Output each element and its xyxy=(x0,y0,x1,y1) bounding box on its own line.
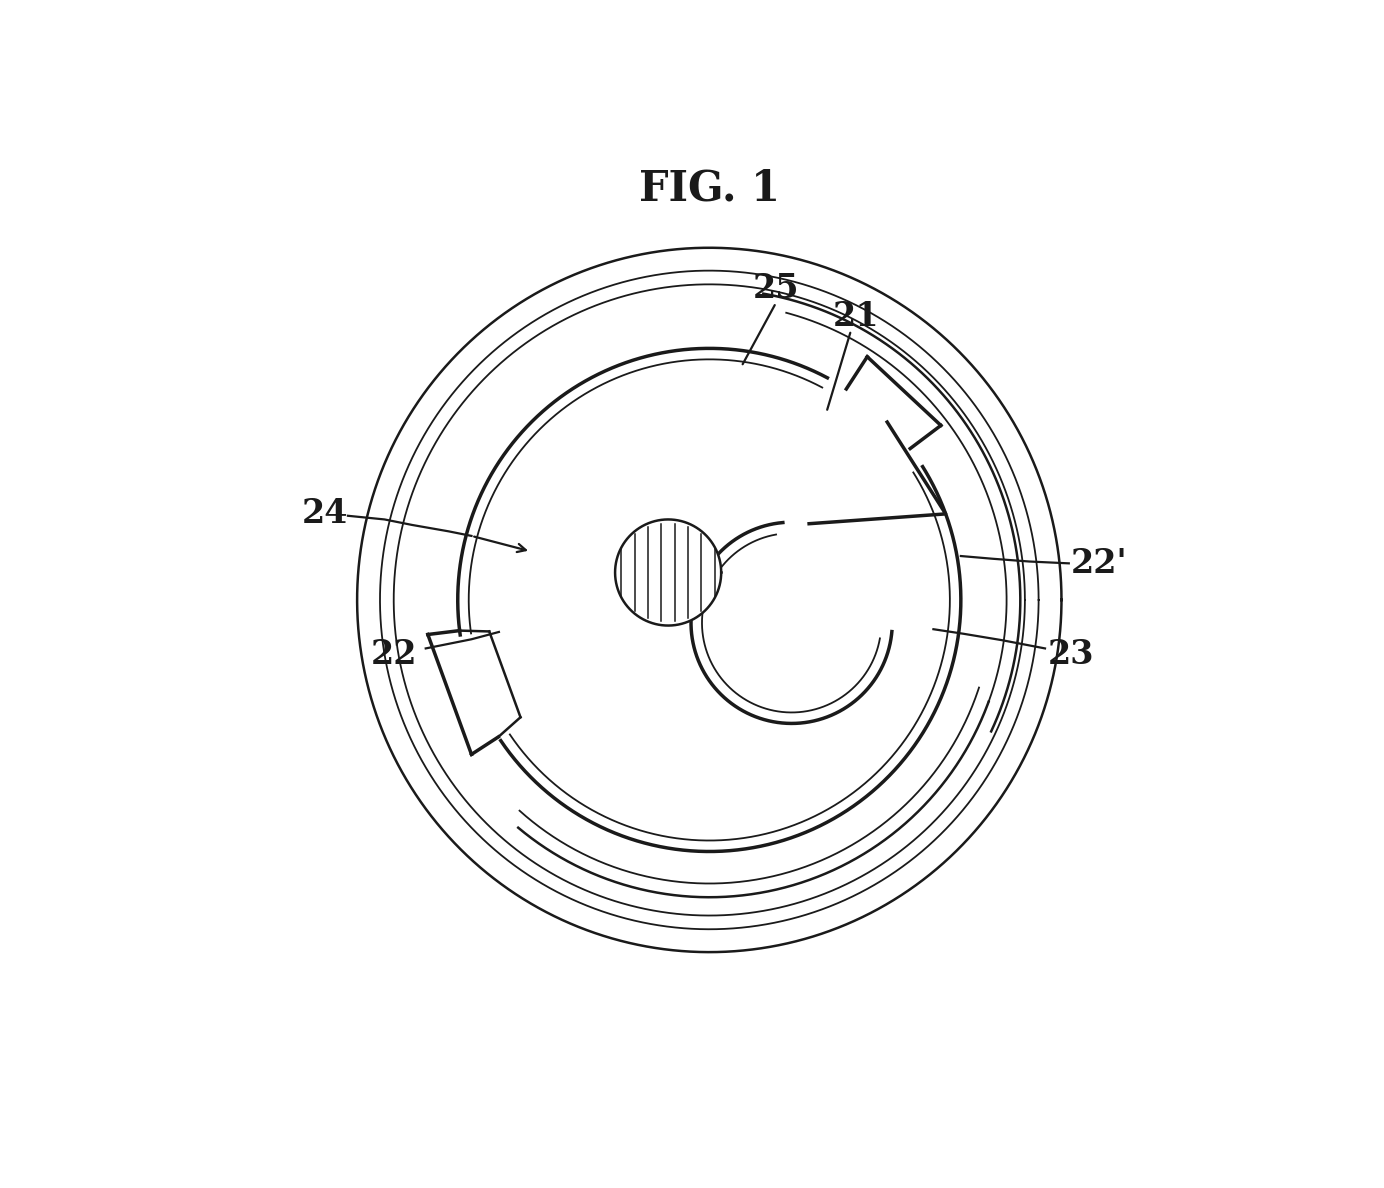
Text: 22: 22 xyxy=(371,638,417,671)
Text: 24: 24 xyxy=(302,497,349,530)
Text: 22': 22' xyxy=(1071,546,1127,580)
Polygon shape xyxy=(614,519,721,626)
Text: 23: 23 xyxy=(1048,638,1095,671)
Text: 21: 21 xyxy=(832,299,879,333)
Text: FIG. 1: FIG. 1 xyxy=(639,168,779,209)
Text: 25: 25 xyxy=(753,272,800,305)
